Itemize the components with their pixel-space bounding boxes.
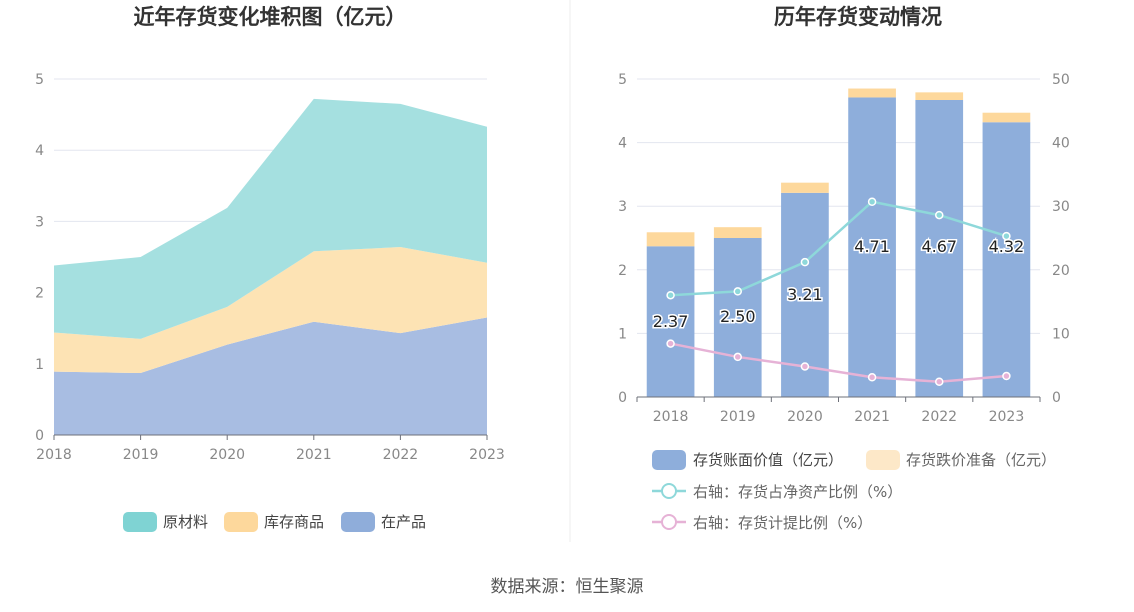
right-chart-title: 历年存货变动情况 <box>774 5 942 29</box>
left-x-tick-label: 2018 <box>36 447 72 463</box>
left-chart-legend[interactable]: 原材料 库存商品 在产品 <box>123 512 426 532</box>
right-y2-tick-label: 30 <box>1052 199 1070 215</box>
bar-data-label: 4.32 <box>989 237 1025 256</box>
line-point-0-5 <box>1002 231 1011 241</box>
bar-data-label: 3.21 <box>787 285 823 304</box>
right-chart-grid <box>637 78 1040 334</box>
line-series-0 <box>670 200 1007 297</box>
right-y2-tick-label: 40 <box>1052 136 1070 152</box>
area-series-1 <box>54 247 487 374</box>
bar-1-3 <box>848 88 896 98</box>
legend-swatch <box>224 512 258 532</box>
legend-swatch <box>652 450 686 470</box>
right-y2-tick-label: 10 <box>1052 326 1070 342</box>
legend-swatch <box>866 450 900 470</box>
left-x-tick-label: 2023 <box>469 447 505 463</box>
legend-label: 原材料 <box>163 513 208 531</box>
bar-data-label: 2.37 <box>653 312 689 331</box>
legend-item-库存商品[interactable]: 库存商品 <box>224 512 324 532</box>
bar-1-5 <box>982 112 1031 123</box>
bar-data-label: 4.67 <box>921 237 957 256</box>
right-x-tick-label: 2023 <box>989 409 1025 425</box>
data-source-note: 数据来源：恒生聚源 <box>491 577 644 597</box>
right-y-tick-label: 1 <box>618 326 627 342</box>
legend-item-book-value[interactable]: 存货账面价值（亿元） <box>652 450 843 470</box>
left-y-tick-label: 3 <box>35 214 44 230</box>
right-x-tick-label: 2018 <box>653 409 689 425</box>
bar-0-0 <box>646 246 695 397</box>
legend-line-marker <box>661 483 677 499</box>
legend-item-在产品[interactable]: 在产品 <box>341 512 426 532</box>
legend-line-marker <box>661 514 677 530</box>
line-point-0-3 <box>867 197 877 206</box>
line-point-1-4 <box>935 377 944 386</box>
right-y-tick-label: 0 <box>618 390 627 406</box>
legend-label: 在产品 <box>381 513 426 531</box>
right-y2-tick-label: 20 <box>1052 263 1070 279</box>
legend-item-line-0[interactable]: 右轴：存货占净资产比例（%） <box>652 483 902 501</box>
left-y-tick-label: 0 <box>35 428 44 444</box>
bar-0-4 <box>915 99 964 397</box>
line-point-0-4 <box>935 210 944 220</box>
line-series-1 <box>670 342 1007 383</box>
line-point-1-3 <box>867 373 877 382</box>
legend-label: 存货跌价准备（亿元） <box>906 451 1056 469</box>
left-y-tick-label: 4 <box>35 143 44 159</box>
bar-1-1 <box>713 227 762 238</box>
left-chart-title: 近年存货变化堆积图（亿元） <box>134 5 407 29</box>
left-chart-areas <box>54 98 487 435</box>
right-y-tick-label: 3 <box>618 199 627 215</box>
legend-item-impairment[interactable]: 存货跌价准备（亿元） <box>866 450 1056 470</box>
legend-label: 库存商品 <box>264 513 324 531</box>
left-y-tick-label: 1 <box>35 357 44 373</box>
legend-item-原材料[interactable]: 原材料 <box>123 512 208 532</box>
left-x-tick-label: 2021 <box>296 447 332 463</box>
legend-label: 右轴：存货占净资产比例（%） <box>693 483 902 501</box>
bar-data-label: 4.71 <box>854 237 890 256</box>
bar-0-1 <box>713 238 762 397</box>
right-y-tick-label: 2 <box>618 263 627 279</box>
area-series-0 <box>54 317 487 435</box>
left-y-tick-label: 5 <box>35 72 44 88</box>
bar-0-3 <box>848 97 896 397</box>
legend-label: 存货账面价值（亿元） <box>693 451 843 469</box>
line-point-0-0 <box>666 290 675 300</box>
left-x-tick-label: 2022 <box>383 447 419 463</box>
legend-swatch <box>341 512 375 532</box>
line-point-1-0 <box>666 339 675 348</box>
line-point-1-1 <box>733 352 742 362</box>
right-chart-bars <box>646 88 1031 398</box>
left-y-tick-label: 2 <box>35 286 44 302</box>
right-y2-tick-label: 50 <box>1052 72 1070 88</box>
right-chart-lines <box>666 197 1011 386</box>
right-chart-legend[interactable]: 存货账面价值（亿元） 存货跌价准备（亿元）右轴：存货占净资产比例（%） 右轴：存货计… <box>652 450 1056 532</box>
right-y2-tick-label: 0 <box>1052 390 1061 406</box>
line-point-0-2 <box>800 257 810 267</box>
left-x-tick-label: 2019 <box>123 447 159 463</box>
left-x-tick-label: 2020 <box>209 447 245 463</box>
bar-data-label: 2.50 <box>720 307 756 326</box>
right-x-tick-label: 2020 <box>787 409 823 425</box>
right-y-tick-label: 5 <box>618 72 627 88</box>
line-point-1-2 <box>800 362 810 371</box>
bar-1-0 <box>646 232 695 247</box>
left-chart-axes: 0 1 2 3 4 5 2018 2019 2020 2021 2022 2023 <box>35 72 505 463</box>
line-point-0-1 <box>733 287 742 296</box>
bar-0-5 <box>982 122 1031 398</box>
bar-1-2 <box>781 182 829 193</box>
right-x-tick-label: 2021 <box>854 409 890 425</box>
bar-1-4 <box>915 92 964 100</box>
legend-item-line-1[interactable]: 右轴：存货计提比例（%） <box>652 514 872 532</box>
right-chart-data-labels: 2.37 2.50 3.21 4.71 4.67 4.32 <box>651 236 1025 333</box>
right-x-tick-label: 2019 <box>720 409 756 425</box>
right-y-tick-label: 4 <box>618 136 627 152</box>
area-series-2 <box>54 98 487 339</box>
right-x-tick-label: 2022 <box>921 409 957 425</box>
legend-swatch <box>123 512 157 532</box>
legend-label: 右轴：存货计提比例（%） <box>693 514 872 532</box>
line-point-1-5 <box>1002 371 1011 381</box>
